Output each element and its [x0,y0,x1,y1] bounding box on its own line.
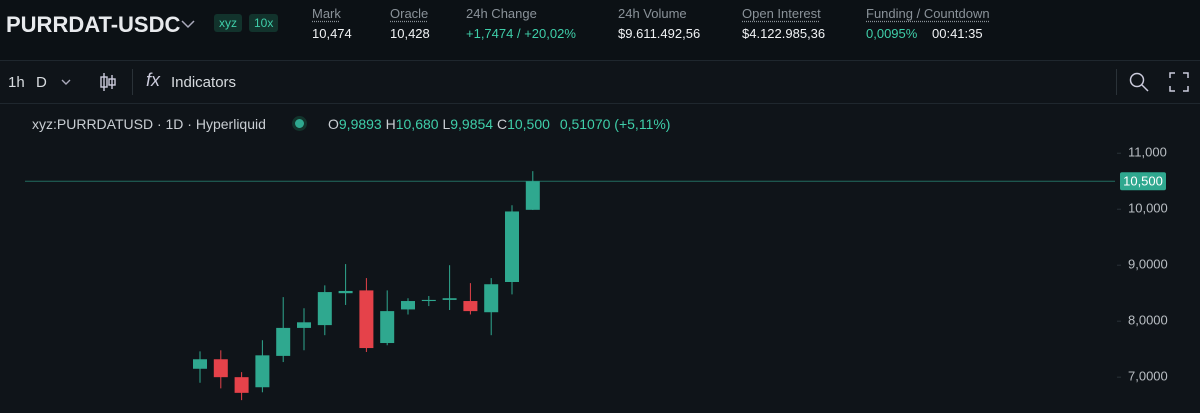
c-label: C [496,116,508,132]
chart: 7,0000 8,0000 9,0000 10,000 11,000 10,500 [25,145,1168,401]
stat-value: 10,474 [312,26,352,41]
range[interactable]: D [36,74,47,91]
candle-body [359,290,374,349]
candle-body [463,301,478,312]
candle-body [401,301,415,310]
candle-body [380,311,395,344]
fullscreen-icon[interactable] [1168,71,1190,93]
divider [132,69,133,95]
l-value: 9,9854 [450,116,494,132]
change: 0,51070 (+5,11%) [559,116,671,132]
candle-body [338,290,353,294]
y-tick-label: 11,000 [1128,145,1167,160]
stat-label: Funding / Countdown [866,6,990,21]
legend-symbol: xyz:PURRDATUSD · 1D · Hyperliquid [32,116,266,132]
legend-ohlc: O9,9893 H10,680 L9,9854 C10,500 0,51070 … [328,116,670,132]
candle-body [193,359,207,369]
badge: xyz [214,14,242,32]
y-tick-label: 8,0000 [1128,313,1168,328]
stat-value: $9.611.492,56 [618,26,701,41]
stat-label: 24h Change [466,6,537,21]
candle-body [297,322,311,328]
stat-label: Open Interest [742,6,821,21]
y-tick-label: 10,000 [1128,201,1168,216]
candle-type-icon[interactable] [98,71,118,93]
candle-body [255,355,270,388]
stat-label: 24h Volume [618,6,687,21]
header: PURRDAT-USDC xyz 10x Mark 10,474 Oracle … [0,0,1200,61]
y-tick-label: 7,0000 [1128,369,1168,384]
candle-body [484,284,499,313]
status-dot [295,119,304,128]
candle-body [442,298,457,300]
l-label: L [442,116,451,132]
countdown: 00:41:35 [932,26,983,41]
fx-icon[interactable]: fx [146,70,161,90]
divider [1116,69,1117,95]
c-value: 10,500 [507,116,550,132]
stat-value: 0,0095% [866,26,918,41]
candle-body [317,292,332,326]
dropdown-icon[interactable] [180,16,196,32]
screenshot-icon[interactable] [1128,71,1150,93]
h-label: H [385,116,396,132]
candle-body [505,211,519,282]
candle-body [525,181,540,210]
badge: 10x [249,14,279,32]
symbol[interactable]: PURRDAT-USDC [6,12,181,37]
o-label: O [328,116,339,132]
range-dropdown[interactable] [60,77,72,87]
toolbar: 1h D fx Indicators [0,61,1200,104]
last-price-box [1120,172,1166,191]
stat-label: Mark [312,6,341,21]
stat-value: +1,7474 / +20,02% [466,26,576,41]
stat-value: $4.122.985,36 [742,26,826,41]
candle-body [421,299,436,302]
interval[interactable]: 1h [8,74,25,91]
stat-value: 10,428 [390,26,430,41]
indicators-button[interactable]: Indicators [171,74,237,91]
last-price-label: 10,500 [1123,174,1163,189]
candle-body [213,359,228,378]
h-value: 10,680 [395,116,439,132]
candle-body [276,327,291,356]
candle-body [234,377,249,393]
o-value: 9,9893 [338,116,382,132]
y-tick-label: 9,0000 [1128,257,1168,272]
stat-label: Oracle [390,6,429,21]
